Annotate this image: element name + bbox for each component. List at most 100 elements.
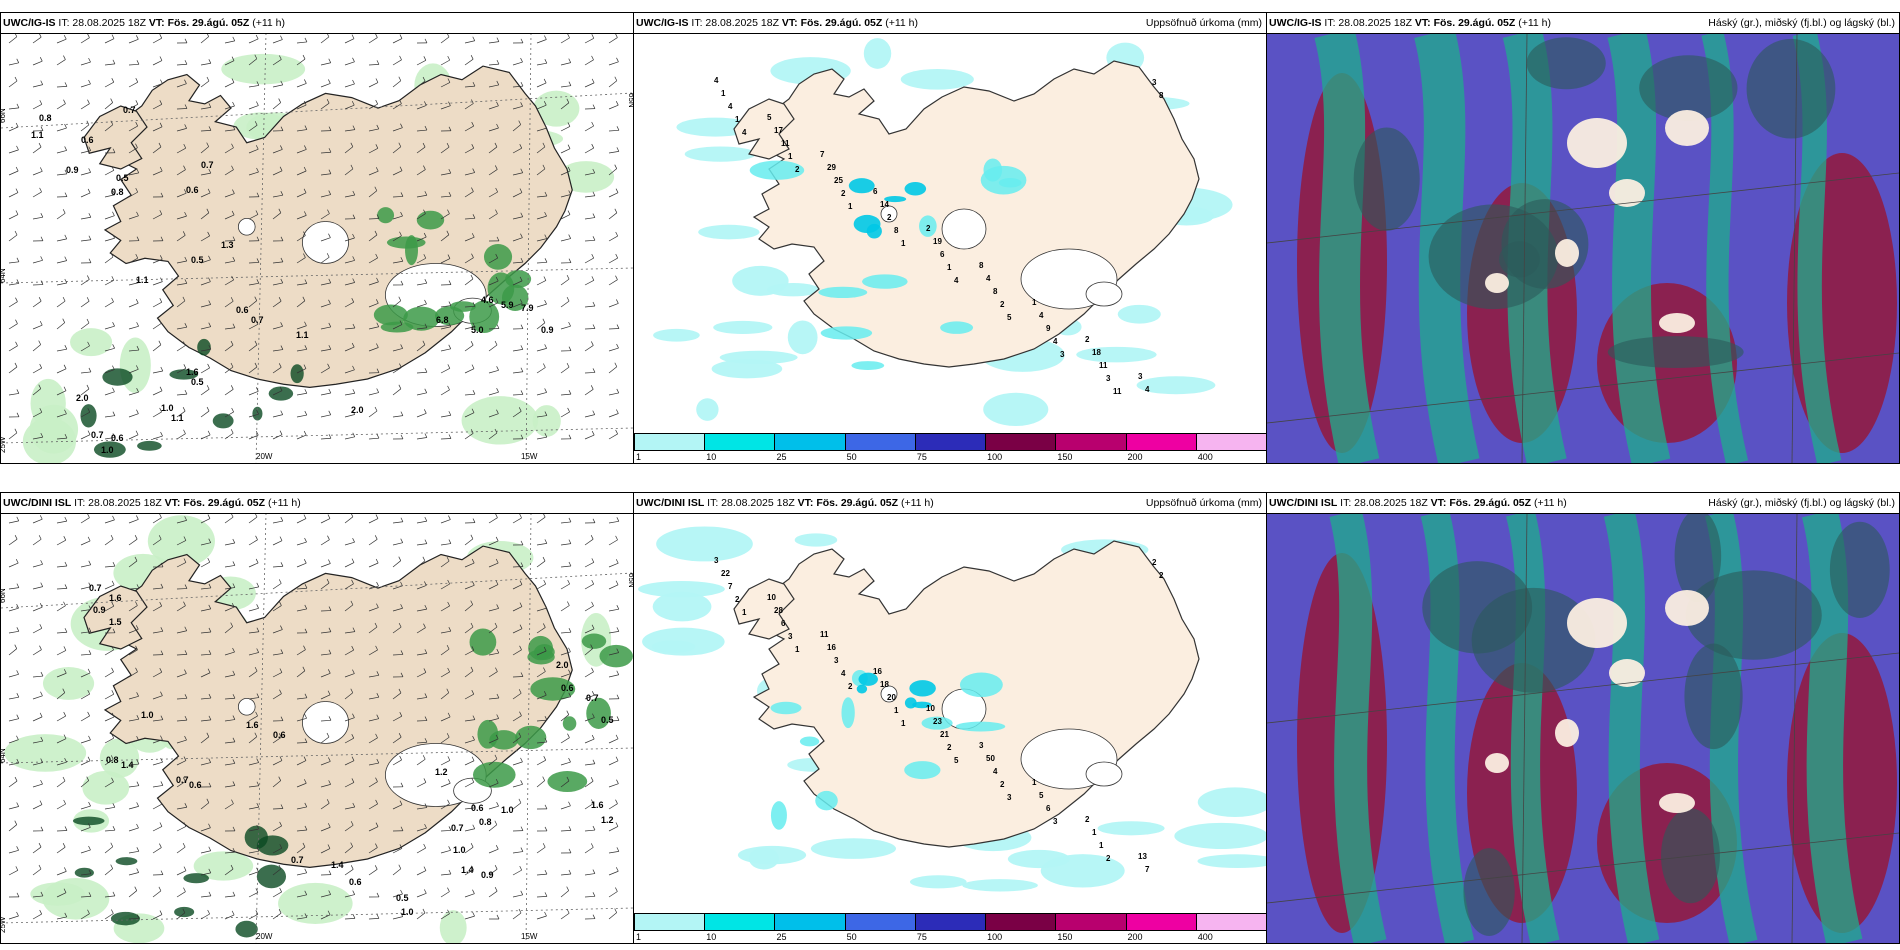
wind-barb-flag: [616, 716, 620, 721]
wind-map[interactable]: 0.81.1 0.60.70.90.50.80.70.61.30.51.10.60…: [1, 33, 633, 463]
wind-barb: [248, 871, 259, 876]
wind-barb-flag: [496, 366, 499, 371]
wind-barb: [536, 873, 547, 876]
wind-barb-flag: [447, 799, 450, 804]
wind-barb: [320, 802, 330, 810]
wind-barb-flag: [327, 690, 331, 695]
wind-barb-flag: [327, 514, 331, 519]
wind-barb-flag: [495, 667, 498, 672]
wind-barb: [200, 802, 210, 810]
westfjords-outline: [733, 98, 795, 160]
cloud-map[interactable]: [1267, 513, 1899, 943]
wind-barb-flag: [254, 340, 258, 346]
wind-barb: [584, 257, 594, 264]
wind-barb: [344, 604, 354, 612]
precip-map[interactable]: 4576281231172914194418441125268911311281…: [634, 33, 1266, 433]
precip-shade-light: [1197, 854, 1266, 868]
wind-barb-flag: [63, 364, 67, 369]
wind-barb-flag: [208, 538, 212, 543]
wind-barb-flag: [64, 169, 68, 175]
wind-barb: [416, 741, 427, 744]
wind-barb-flag: [376, 671, 380, 676]
wind-barb-flag: [16, 145, 19, 151]
wind-barb-flag: [160, 366, 164, 372]
wind-barb: [176, 192, 187, 198]
wind-barb: [80, 322, 90, 330]
graticule-line: [1521, 33, 1528, 463]
wind-barb: [536, 415, 547, 418]
wind-barb: [176, 654, 188, 656]
wind-barb-flag: [615, 867, 619, 872]
wind-barb: [296, 170, 307, 176]
wind-barb-flag: [159, 513, 162, 518]
wind-barb-flag: [255, 910, 259, 915]
wind-barb-flag: [208, 255, 211, 260]
wind-barb-flag: [303, 100, 307, 106]
clear-land-patch: [1555, 719, 1579, 747]
wind-map[interactable]: 0.71.60.91.51.00.8 1.41.60.60.7 0.61.20.6 1…: [1, 513, 633, 943]
wind-barb: [560, 714, 569, 722]
wind-barb-flag: [112, 411, 116, 416]
wind-barb-flag: [568, 390, 572, 395]
colorbar-swatch: [1125, 433, 1197, 451]
wind-barb-flag: [136, 914, 140, 919]
wind-shade-mid: [581, 633, 607, 649]
wind-barb: [488, 671, 498, 678]
wind-barb: [128, 81, 138, 88]
wind-barb: [488, 391, 499, 396]
wind-barb-flag: [328, 780, 331, 785]
wind-barb-flag: [280, 345, 284, 350]
wind-barb: [272, 737, 282, 744]
wind-speed-label: 1.0: [501, 805, 514, 815]
wind-barb: [344, 327, 355, 330]
wind-barb-flag: [398, 622, 402, 628]
glacier: [301, 701, 349, 744]
wind-barb-flag: [520, 390, 524, 395]
wind-barb-flag: [158, 319, 162, 324]
wind-barb: [608, 347, 619, 352]
wind-barb: [296, 829, 307, 832]
wind-barb-flag: [352, 914, 356, 919]
wind-barb: [224, 719, 235, 722]
wind-barb-flag: [135, 100, 139, 105]
colorbar-swatch: [914, 913, 987, 931]
wind-speed-label: 7.9: [521, 303, 534, 313]
wind-barb-flag: [327, 535, 330, 540]
wind-barb: [464, 278, 474, 286]
wind-speed-label: 0.5: [191, 377, 204, 387]
wind-barb: [104, 237, 115, 242]
precip-map[interactable]: 3101116103121322281618235051776320214612…: [634, 513, 1266, 913]
wind-barb-flag: [208, 693, 212, 699]
wind-shade-light: [82, 770, 130, 805]
wind-barb-flag: [543, 623, 546, 628]
wind-barb: [32, 675, 43, 678]
wind-barb-flag: [328, 627, 332, 632]
precip-amount-label: 3: [1152, 78, 1157, 87]
wind-barb: [128, 349, 139, 352]
wind-barb: [56, 413, 67, 418]
wind-barb: [368, 437, 379, 440]
cloud-map[interactable]: [1267, 33, 1899, 463]
wind-barb: [488, 805, 499, 810]
wind-barb-flag: [87, 689, 91, 695]
wind-barb: [176, 520, 187, 524]
wind-barb-flag: [160, 650, 164, 655]
wind-barb-flag: [16, 758, 20, 764]
low-cloud-band: [1414, 33, 1480, 463]
mid-cloud-region: [1499, 241, 1540, 278]
wind-barb: [368, 281, 379, 286]
wind-barb-flag: [254, 666, 258, 672]
wind-barb-flag: [256, 410, 259, 415]
wind-barb-flag: [590, 843, 594, 848]
wind-barb: [608, 870, 619, 876]
wind-barb: [368, 392, 379, 396]
wind-barb: [368, 562, 379, 568]
precip-amount-label: 2: [795, 165, 800, 174]
wind-barb: [200, 827, 211, 832]
wind-barb-flag: [350, 842, 354, 847]
precip-amount-label: 29: [827, 163, 836, 172]
wind-barb-flag: [472, 735, 475, 741]
wind-barb: [104, 868, 113, 876]
wind-barb-flag: [63, 34, 67, 40]
wind-barb-flag: [256, 167, 259, 173]
